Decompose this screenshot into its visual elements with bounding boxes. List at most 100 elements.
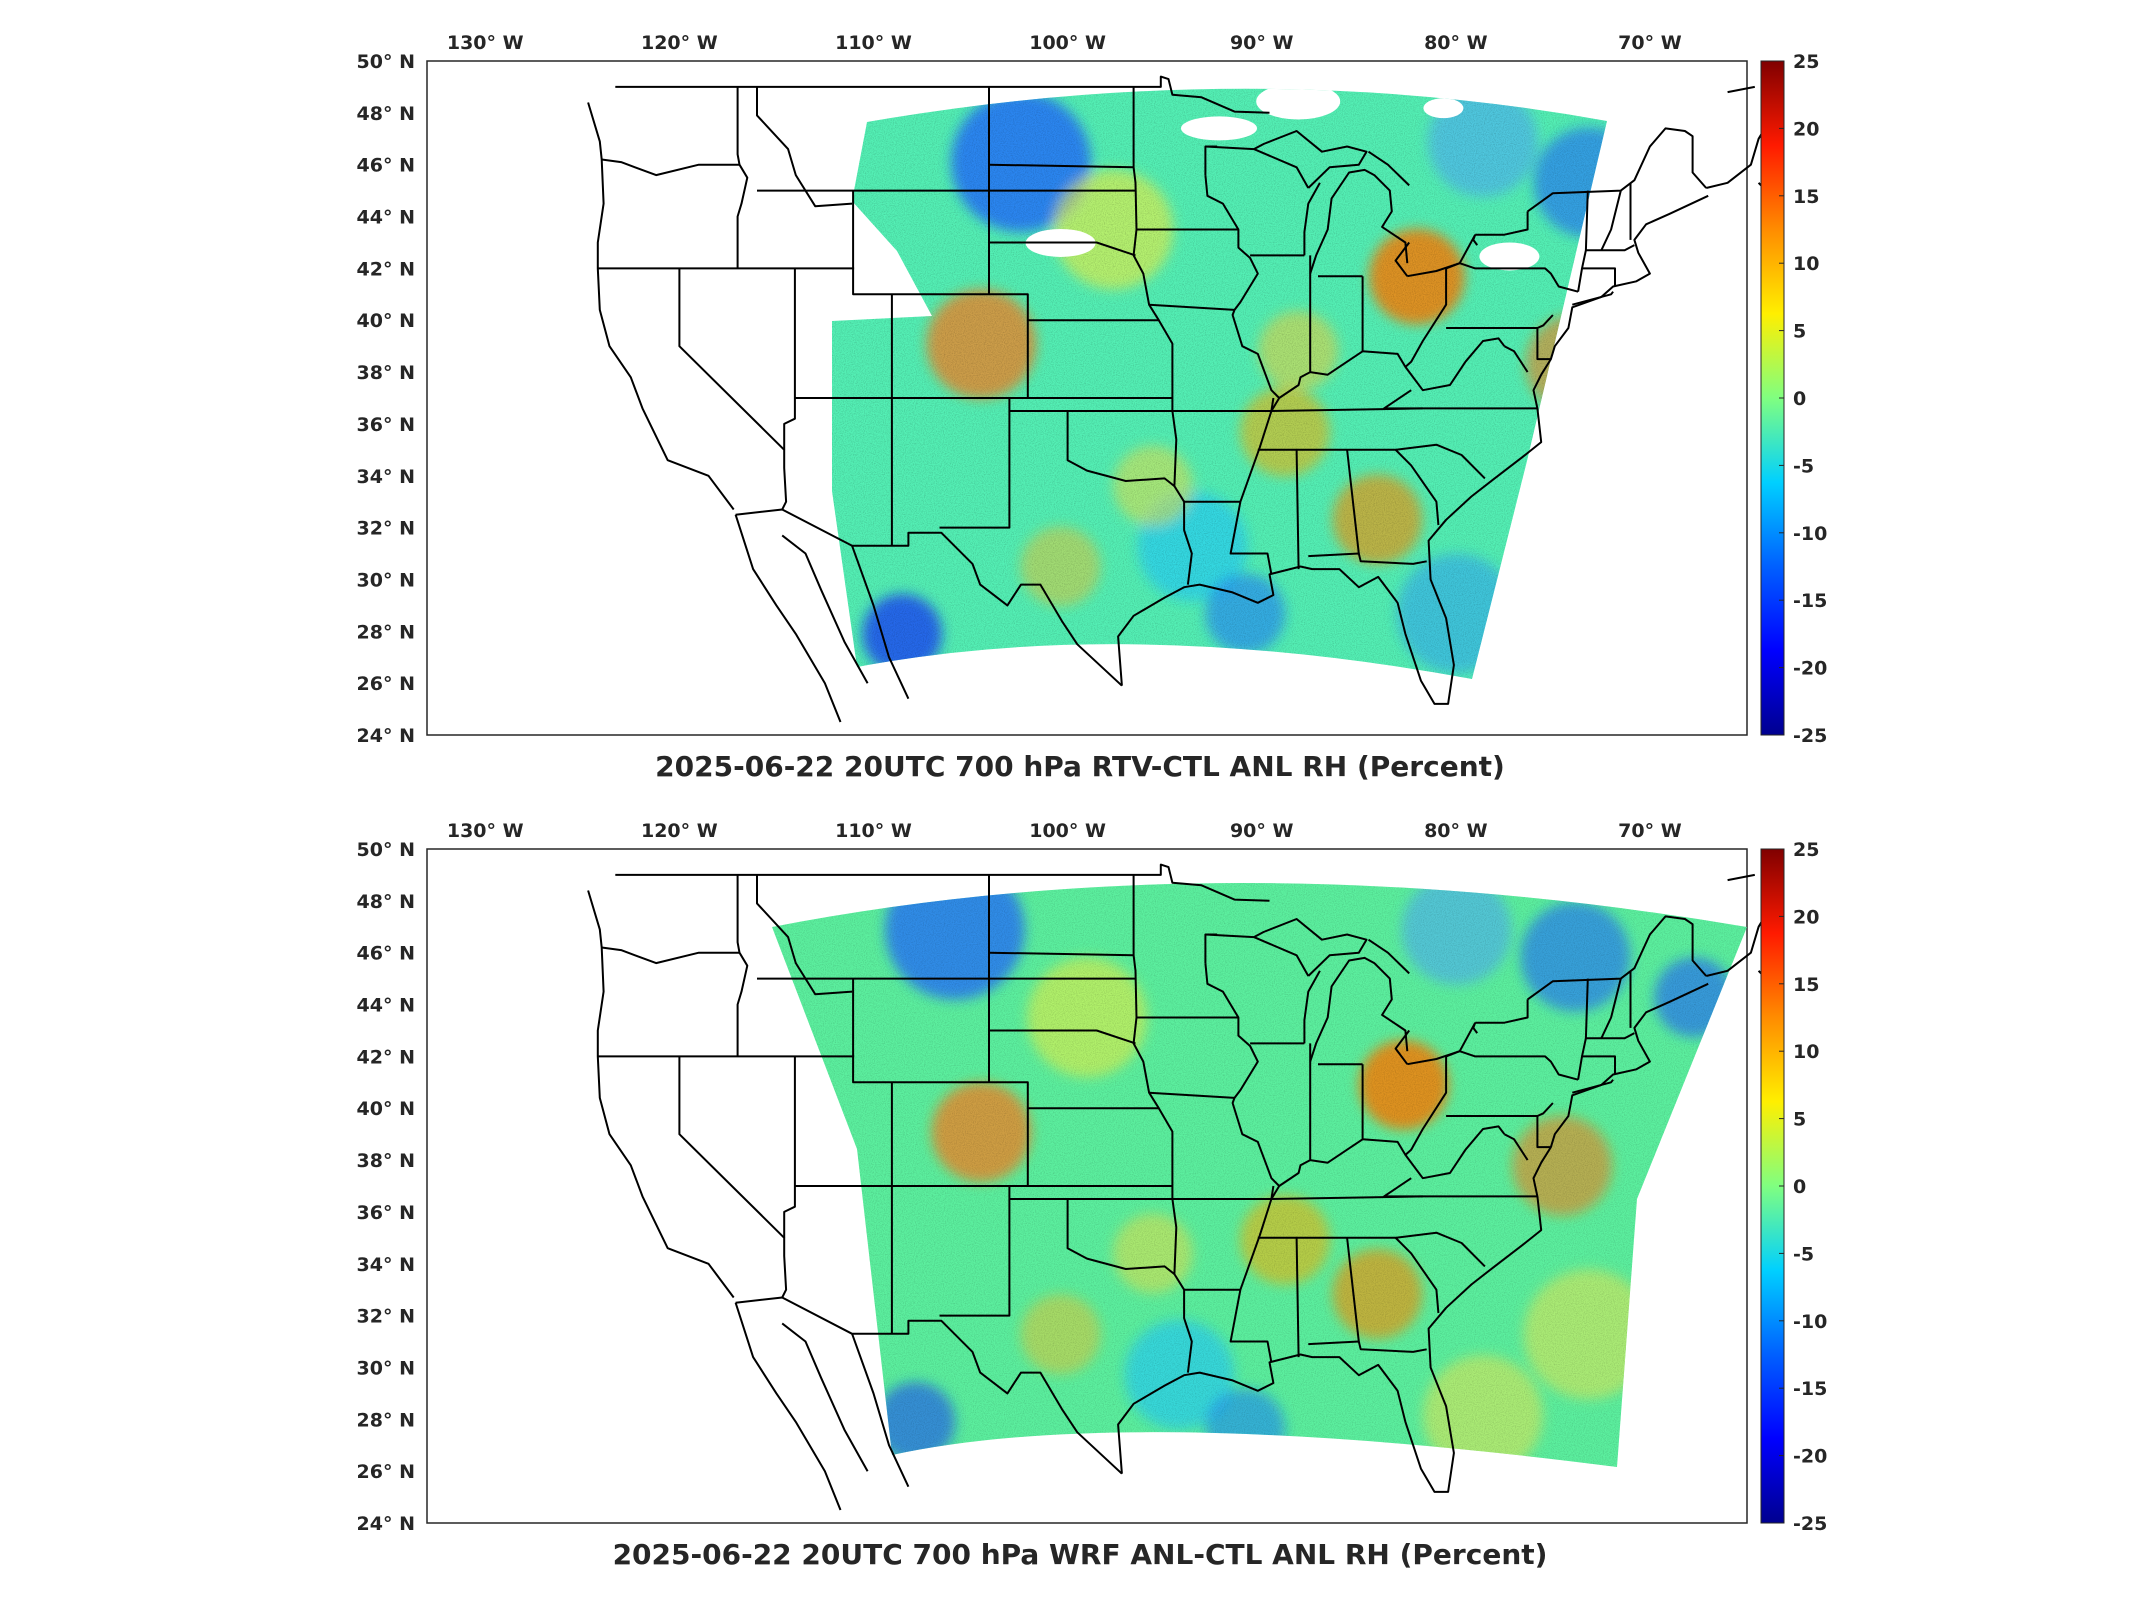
boundary-line [1582,1055,1616,1075]
boundary-line [1135,228,1281,575]
boundary-line [1383,389,1423,410]
boundary-line [988,951,1134,957]
boundary-line [734,514,842,723]
latitude-tick-label: 30° N [357,569,415,591]
boundary-line [1149,303,1235,311]
missing-data-patch [1479,242,1540,271]
map-panel-wrf: 130° W 120° W 110° W 100° W 90° W 80° W 70° W … [357,820,1828,1571]
longitude-tick-label: 80° W [1424,820,1488,842]
boundary-line [615,863,1270,902]
longitude-tick-label: 120° W [641,820,718,842]
boundary-line [1407,262,1461,278]
colorbar: 25 20 15 10 5 0 -5 -10 -15 -20 -25 [1760,51,1827,747]
boundary-line [1727,873,1755,882]
boundary-line [1303,970,1321,1044]
latitude-tick-label: 30° N [357,1357,415,1379]
colorbar: 25 20 15 10 5 0 -5 -10 -15 -20 -25 [1760,839,1827,1535]
boundary-line [1458,234,1477,264]
colorbar-tick-label: 10 [1793,1041,1819,1063]
boundary-line [1536,328,1551,361]
boundary-line [678,268,788,510]
latitude-tick-label: 32° N [357,1306,415,1328]
colorbar-tick-label: 0 [1793,1176,1806,1198]
boundary-line [1582,267,1616,287]
boundary-line [736,86,749,269]
boundary-line [736,874,749,1057]
boundary-line [939,398,1011,529]
longitude-tick-labels: 130° W 120° W 110° W 100° W 90° W 80° W 70° W [447,32,1682,54]
boundary-line [1577,978,1589,1080]
boundary-line [1367,150,1410,187]
boundary-line [851,1333,910,1488]
boundary-line [781,1322,869,1472]
boundary-line [1117,194,1709,705]
latitude-tick-label: 24° N [357,1513,415,1535]
latitude-tick-label: 26° N [357,673,415,695]
longitude-tick-label: 110° W [835,820,912,842]
latitude-tick-label: 34° N [357,466,415,488]
boundary-line [1346,449,1360,554]
latitude-tick-label: 24° N [357,725,415,747]
boundary-line [1572,1079,1614,1094]
boundary-line [1253,130,1368,189]
latitude-tick-label: 34° N [357,1254,415,1276]
longitude-tick-label: 100° W [1029,820,1106,842]
latitude-tick-label: 26° N [357,1461,415,1483]
boundary-line [1303,182,1321,256]
latitude-tick-label: 46° N [357,155,415,177]
boundary-line [734,1302,842,1511]
colorbar-tick-label: 20 [1793,118,1819,140]
boundary-line [1600,190,1622,251]
boundary-line [1503,1133,1529,1161]
latitude-tick-label: 46° N [357,943,415,965]
boundary-line [1310,1138,1364,1164]
latitude-tick-label: 50° N [357,839,415,861]
boundary-line [852,190,1159,322]
missing-data-patch [1181,116,1257,141]
latitude-tick-label: 32° N [357,518,415,540]
boundary-line [1204,175,1240,231]
latitude-tick-label: 36° N [357,1202,415,1224]
boundary-line [852,978,1159,1110]
longitude-tick-label: 70° W [1618,820,1682,842]
colorbar-tick-label: 0 [1793,388,1806,410]
boundary-line [756,874,853,996]
colorbar-tick-label: 15 [1793,186,1819,208]
colorbar-tick-label: -5 [1793,455,1814,477]
boundary-line [1132,874,1193,1373]
boundary-line [1270,1185,1275,1200]
latitude-tick-label: 44° N [357,207,415,229]
latitude-tick-label: 40° N [357,310,415,332]
boundary-line [1585,1032,1635,1040]
colorbar-tick-label: 5 [1793,321,1806,343]
longitude-tick-label: 90° W [1230,820,1294,842]
boundary-line [1367,938,1410,975]
missing-data-patch [1256,88,1341,120]
boundary-line [1394,1029,1410,1065]
boundary-line [1117,982,1709,1493]
latitude-tick-label: 50° N [357,51,415,73]
colorbar-tick-label: -15 [1793,590,1827,612]
boundary-line [1135,1016,1281,1363]
missing-data-patch [1423,98,1464,119]
longitude-tick-label: 130° W [447,820,524,842]
boundary-line [1132,86,1193,585]
colorbar-tick-label: 20 [1793,906,1819,928]
latitude-tick-labels: 50° N 48° N 46° N 44° N 42° N 40° N 38° N 36° N… [357,839,415,1535]
boundary-line [1600,978,1622,1039]
boundary-line [601,946,740,965]
longitude-tick-labels: 130° W 120° W 110° W 100° W 90° W 80° W 70° W [447,820,1682,842]
latitude-tick-label: 48° N [357,103,415,125]
colorbar-tick-label: 5 [1793,1109,1806,1131]
boundary-line [1446,314,1554,329]
boundary-line [1394,1237,1440,1314]
latitude-tick-label: 28° N [357,1409,415,1431]
boundary-line [781,534,869,684]
boundary-line [1346,1237,1360,1342]
state-boundaries [587,75,1780,723]
colorbar-tick-label: -20 [1793,658,1827,680]
state-boundaries [587,863,1780,1511]
longitude-tick-label: 120° W [641,32,718,54]
panel-title: 2025-06-22 20UTC 700 hPa RTV-CTL ANL RH … [655,750,1505,783]
latitude-tick-label: 38° N [357,362,415,384]
